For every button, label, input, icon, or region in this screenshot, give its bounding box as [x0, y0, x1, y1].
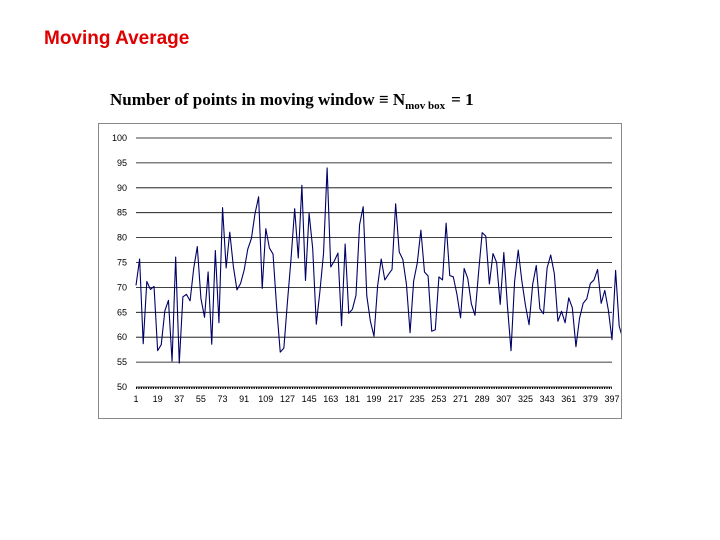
y-tick-label: 70	[117, 282, 127, 292]
x-tick-label: 181	[345, 394, 360, 404]
slide-title: Moving Average	[44, 28, 190, 49]
x-tick-label: 109	[258, 394, 273, 404]
y-axis-tick-labels: 100 95 90 85 80 75 70 65 60 55 50	[112, 133, 127, 392]
x-axis-tick-labels: 1 19 37 55 73 91 109 127 145 163 181 199 217 235 253 27…	[133, 394, 619, 404]
series-line-0	[135, 167, 720, 366]
x-tick-label: 361	[561, 394, 576, 404]
x-tick-label: 199	[366, 394, 381, 404]
x-tick-label: 307	[496, 394, 511, 404]
y-tick-label: 85	[117, 208, 127, 218]
x-tick-label: 343	[540, 394, 555, 404]
x-tick-label: 397	[604, 394, 619, 404]
y-tick-label: 75	[117, 258, 127, 268]
x-tick-label: 37	[174, 394, 184, 404]
y-tick-label: 50	[117, 382, 127, 392]
x-tick-label: 145	[302, 394, 317, 404]
chart-subtitle: Number of points in moving window ≡ Nmov…	[110, 90, 474, 112]
x-tick-label: 127	[280, 394, 295, 404]
x-tick-label: 163	[323, 394, 338, 404]
x-tick-label: 73	[218, 394, 228, 404]
y-tick-label: 80	[117, 233, 127, 243]
x-tick-label: 271	[453, 394, 468, 404]
x-tick-label: 19	[153, 394, 163, 404]
y-tick-label: 95	[117, 158, 127, 168]
y-tick-label: 100	[112, 133, 127, 143]
subtitle-subscript: mov box	[405, 100, 446, 112]
x-tick-label: 379	[583, 394, 598, 404]
y-tick-label: 90	[117, 183, 127, 193]
y-tick-label: 65	[117, 307, 127, 317]
x-tick-label: 91	[239, 394, 249, 404]
x-tick-label: 55	[196, 394, 206, 404]
x-tick-label: 253	[431, 394, 446, 404]
x-tick-label: 1	[133, 394, 138, 404]
subtitle-suffix: = 1	[451, 90, 474, 109]
series-layer	[135, 167, 720, 366]
subtitle-prefix: Number of points in moving window ≡ N	[110, 90, 406, 109]
gridlines	[136, 137, 612, 388]
line-chart: 100 95 90 85 80 75 70 65 60 55 50 1 19 37 55 73 91 109 12…	[112, 133, 720, 404]
y-tick-label: 55	[117, 357, 127, 367]
x-tick-label: 325	[518, 394, 533, 404]
x-tick-label: 217	[388, 394, 403, 404]
y-tick-label: 60	[117, 332, 127, 342]
chart-container: 100 95 90 85 80 75 70 65 60 55 50 1 19 37 55 73 91 109 12…	[98, 123, 720, 419]
x-tick-label: 289	[475, 394, 490, 404]
x-tick-label: 235	[410, 394, 425, 404]
